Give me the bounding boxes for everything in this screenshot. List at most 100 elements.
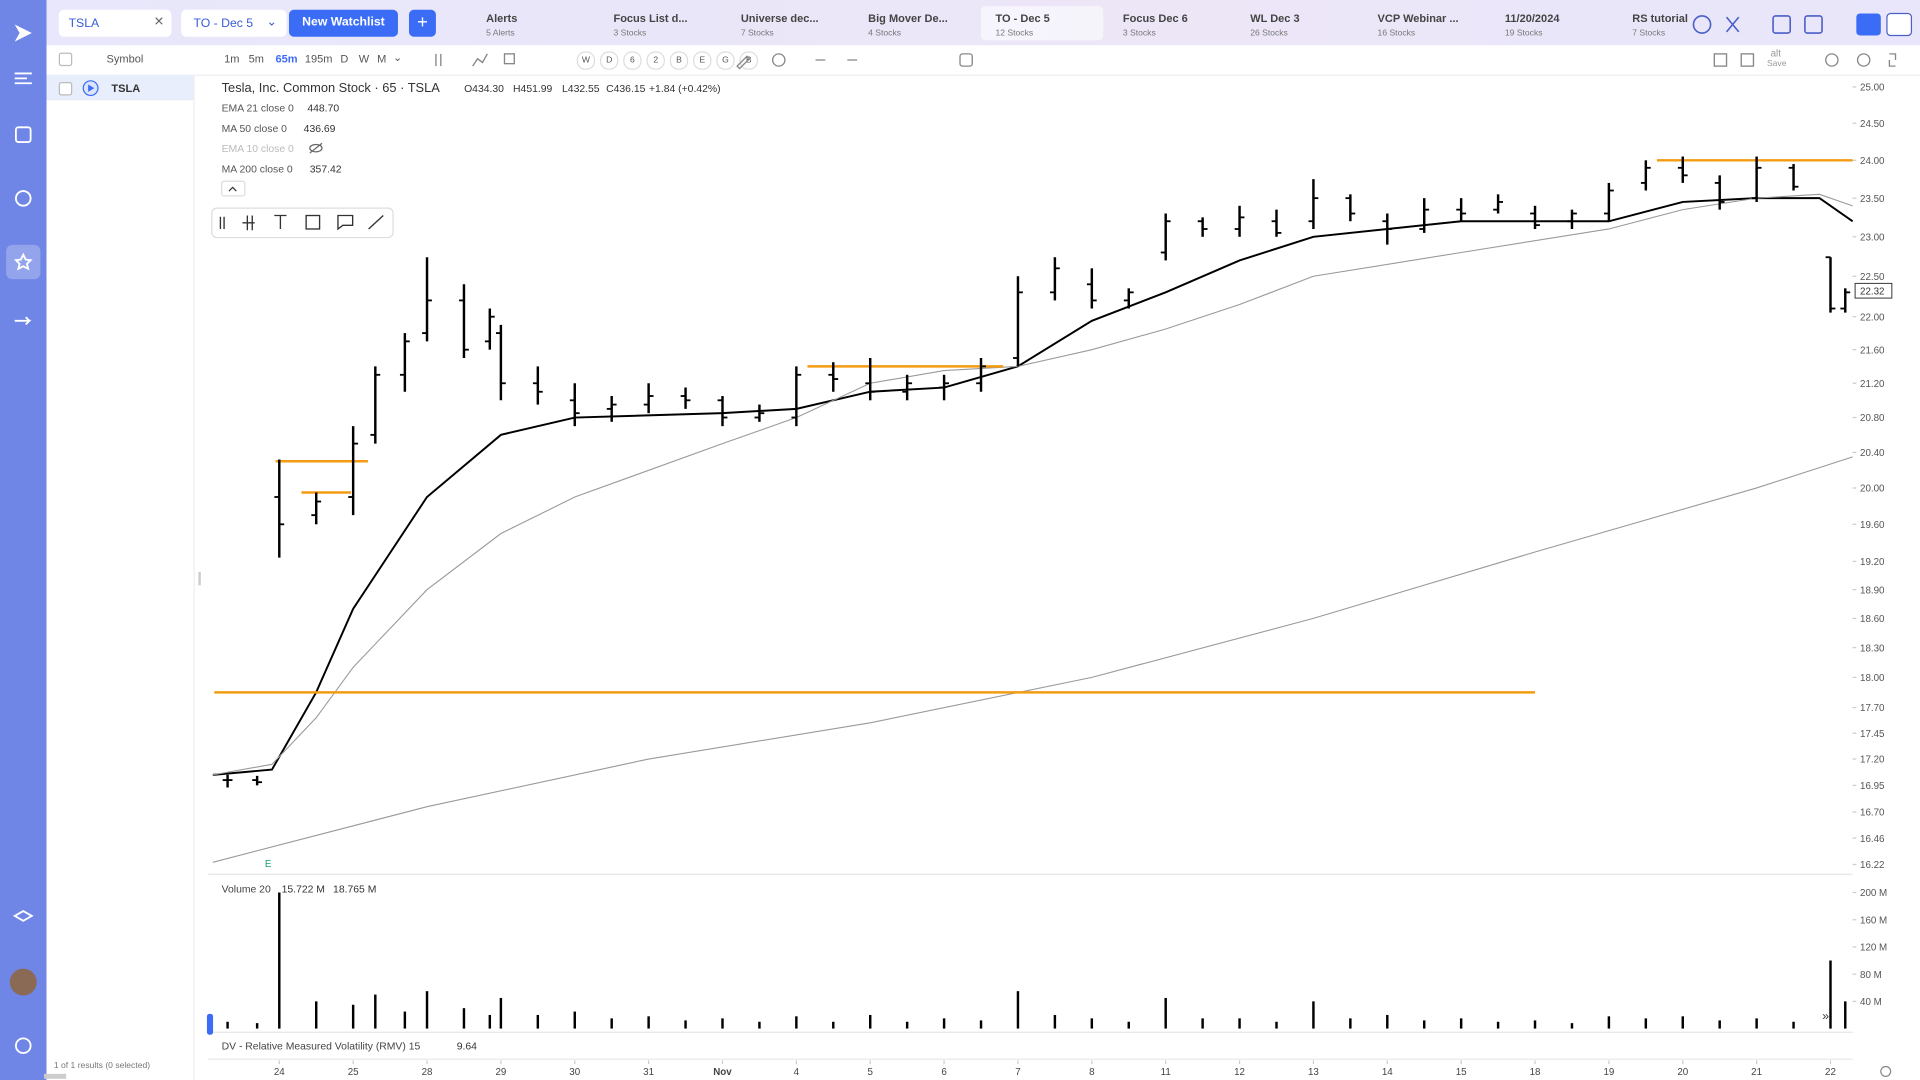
indicator-label[interactable]: MA 50 close 0 <box>222 124 287 135</box>
ohlc-open: O434.30 <box>464 84 504 95</box>
scroll-right[interactable]: » <box>1822 1009 1829 1023</box>
watchlist-tab[interactable]: Focus Dec 6 3 Stocks <box>1108 6 1230 40</box>
rmv-value: 9.64 <box>457 1041 477 1052</box>
x-tick-label: 21 <box>1751 1067 1762 1078</box>
y-tick-label: 25.00 <box>1860 83 1885 94</box>
x-tick-label: 28 <box>422 1067 433 1078</box>
watchlist-tab[interactable]: VCP Webinar ... 16 Stocks <box>1363 6 1485 40</box>
watchlist-tab[interactable]: 11/20/2024 19 Stocks <box>1490 6 1612 40</box>
period-button[interactable]: B <box>669 51 689 70</box>
tab-title: Focus List d... <box>613 12 688 25</box>
y-tick-label: 18.00 <box>1860 673 1885 684</box>
volume-tick-label: 120 M <box>1860 943 1887 954</box>
period-button[interactable]: D <box>600 51 619 70</box>
rmv-label[interactable]: DV - Relative Measured Volatility (RMV) … <box>222 1041 421 1052</box>
x-tick-label: 30 <box>569 1067 580 1078</box>
settings-icon[interactable] <box>1880 1065 1892 1077</box>
x-tick-label: 25 <box>348 1067 359 1078</box>
close-icon[interactable]: ✕ <box>153 15 165 30</box>
x-tick-label: 31 <box>643 1067 654 1078</box>
ohlc-close: C436.15 <box>606 84 646 95</box>
row-checkbox[interactable] <box>58 82 73 96</box>
row-symbol: TSLA <box>111 82 141 95</box>
toolbar-icons <box>435 53 1897 70</box>
period-button[interactable]: E <box>693 51 712 70</box>
tab-title: RS tutorial <box>1632 12 1688 25</box>
play-icon[interactable] <box>82 80 99 97</box>
watchlist-tab[interactable]: Focus List d... 3 Stocks <box>599 6 721 40</box>
volume-value: 15.722 M <box>282 885 325 896</box>
watchlist-tab[interactable]: RS tutorial 7 Stocks <box>1618 6 1740 40</box>
tab-title: Universe dec... <box>740 12 819 25</box>
watchlist-tab[interactable]: Universe dec... 7 Stocks <box>726 6 848 40</box>
y-tick-label: 20.40 <box>1860 448 1885 459</box>
last-price-box <box>1854 282 1893 299</box>
y-tick-label: 22.50 <box>1860 272 1885 283</box>
y-tick-label: 18.60 <box>1860 614 1885 625</box>
earnings-marker[interactable]: E <box>265 859 272 870</box>
x-tick-label: 18 <box>1530 1067 1541 1078</box>
timeframe-button[interactable]: W <box>358 52 370 65</box>
watchlist-tab[interactable]: Big Mover De... 4 Stocks <box>853 6 975 40</box>
volume-label[interactable]: Volume 20 <box>222 885 271 896</box>
watchlist-tab[interactable]: Alerts 5 Alerts <box>471 6 593 40</box>
y-tick-label: 17.70 <box>1860 703 1885 714</box>
y-tick-label: 21.60 <box>1860 345 1885 356</box>
y-tick-label: 22.00 <box>1860 312 1885 323</box>
checkbox[interactable] <box>58 52 73 67</box>
ohlc-high: H451.99 <box>513 84 553 95</box>
watchlist-row[interactable]: TSLA <box>46 74 194 101</box>
indicator-label[interactable]: MA 200 close 0 <box>222 165 293 176</box>
tab-subtitle: 26 Stocks <box>1250 29 1288 38</box>
period-button[interactable]: 6 <box>623 51 642 70</box>
timeframe-button[interactable]: D <box>340 52 349 65</box>
scrollbar[interactable] <box>44 1073 67 1079</box>
pane-handle[interactable] <box>206 1013 214 1035</box>
indicator-label-hidden[interactable]: EMA 10 close 0 <box>222 144 294 155</box>
chart-title: Tesla, Inc. Common Stock · 65 · TSLA <box>222 80 441 95</box>
volume-tick-label: 80 M <box>1860 970 1882 981</box>
chevron[interactable]: ⌄ <box>393 51 403 64</box>
x-tick-label: 8 <box>1089 1067 1095 1078</box>
timeframe-button[interactable]: 195m <box>304 52 333 65</box>
tab-subtitle: 7 Stocks <box>740 29 774 38</box>
tab-subtitle: 4 Stocks <box>868 29 902 38</box>
hidden-eye-icon[interactable] <box>309 142 323 154</box>
period-button[interactable]: W <box>576 51 596 70</box>
period-button[interactable]: 2 <box>646 51 665 70</box>
tab-subtitle: 19 Stocks <box>1504 29 1543 38</box>
volume-value: 18.765 M <box>333 885 376 896</box>
new-watchlist-button[interactable]: New Watchlist <box>288 9 398 37</box>
search-box[interactable]: TSLA ✕ <box>58 9 172 37</box>
watchlist-select-text: TO - Dec 5 <box>193 17 254 31</box>
symbol-column-header[interactable]: Symbol <box>106 52 144 65</box>
y-tick-label: 16.70 <box>1860 808 1885 819</box>
tab-title: Big Mover De... <box>868 12 948 25</box>
indicator-label[interactable]: EMA 21 close 0 <box>222 103 294 114</box>
save-label[interactable]: Save <box>1766 60 1787 69</box>
y-tick-label: 16.22 <box>1860 860 1884 871</box>
period-button[interactable]: B <box>739 51 758 70</box>
x-tick-label: 14 <box>1382 1067 1393 1078</box>
y-tick-label: 19.20 <box>1860 557 1885 568</box>
moving-average-line <box>212 197 1854 776</box>
watchlist-tab[interactable]: TO - Dec 5 12 Stocks <box>980 6 1104 41</box>
timeframe-button[interactable]: 65m <box>275 52 298 65</box>
timeframe-button[interactable]: 5m <box>248 52 264 65</box>
watchlist-tab[interactable]: WL Dec 3 26 Stocks <box>1236 6 1358 40</box>
watchlist-select[interactable]: TO - Dec 5 ⌄ <box>181 9 287 37</box>
ohlc-low: L432.55 <box>562 84 600 95</box>
timeframe-button[interactable]: M <box>377 52 387 65</box>
x-tick-label: 15 <box>1456 1067 1467 1078</box>
x-tick-label: 7 <box>1015 1067 1020 1078</box>
y-tick-label: 17.45 <box>1860 729 1885 740</box>
period-button[interactable]: G <box>716 51 735 70</box>
tab-subtitle: 5 Alerts <box>486 29 515 38</box>
chevron: ⌄ <box>266 15 277 30</box>
x-tick-label: 4 <box>794 1067 800 1078</box>
y-tick-label: 20.80 <box>1860 413 1885 424</box>
ohlc-change: +1.84 (+0.42%) <box>649 84 721 95</box>
y-tick-label: 16.95 <box>1860 781 1885 792</box>
add-button[interactable]: + <box>408 9 436 37</box>
timeframe-button[interactable]: 1m <box>224 52 240 65</box>
